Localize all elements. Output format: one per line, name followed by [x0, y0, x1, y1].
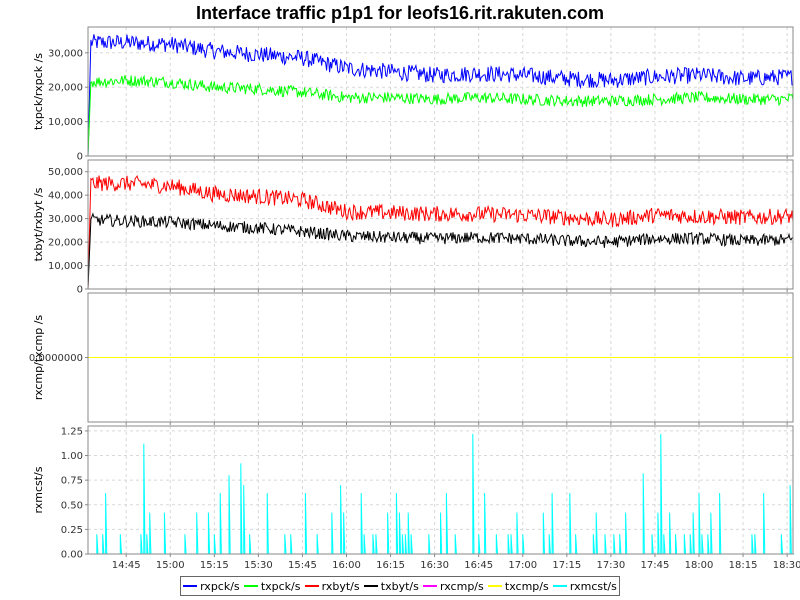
series-line-txbyt-s — [87, 212, 794, 290]
legend-swatch — [423, 585, 438, 587]
y-tick-label: 0.0000000 — [29, 353, 83, 364]
plot-frame — [87, 26, 794, 157]
y-tick-label: 0 — [77, 152, 83, 163]
plot-frame — [87, 159, 794, 290]
legend-label: rxbyt/s — [321, 579, 360, 593]
y-tick-label: 20,000 — [48, 238, 83, 249]
y-axis-label: txpck/rxpck /s — [32, 53, 45, 130]
legend-swatch — [552, 585, 567, 587]
y-tick-label: 50,000 — [48, 167, 83, 178]
legend-swatch — [487, 585, 502, 587]
legend: rxpck/s txpck/s rxbyt/s txbyt/s rxcmp/s txcmp… — [180, 576, 620, 596]
x-tick-label: 16:00 — [332, 560, 361, 571]
y-tick-label: 1.25 — [61, 426, 83, 437]
x-tick-label: 16:15 — [376, 560, 405, 571]
y-tick-label: 10,000 — [48, 261, 83, 272]
legend-swatch — [363, 585, 378, 587]
legend-item: txbyt/s — [363, 579, 419, 593]
legend-item: rxmcst/s — [552, 579, 617, 593]
legend-label: rxpck/s — [200, 579, 240, 593]
series-line-rxpck-s — [87, 34, 794, 157]
legend-item: txpck/s — [243, 579, 301, 593]
y-tick-label: 0.50 — [61, 500, 83, 511]
plot-area — [88, 27, 793, 156]
x-tick-label: 17:00 — [508, 560, 537, 571]
x-tick-label: 15:30 — [244, 560, 273, 571]
series-line-rxbyt-s — [87, 175, 794, 290]
x-tick-label: 17:15 — [552, 560, 581, 571]
y-tick-label: 10,000 — [48, 117, 83, 128]
legend-swatch — [183, 585, 198, 587]
x-tick-label: 18:15 — [729, 560, 758, 571]
y-tick-label: 40,000 — [48, 191, 83, 202]
legend-label: rxmcst/s — [569, 579, 617, 593]
legend-label: rxcmp/s — [440, 579, 484, 593]
y-tick-label: 20,000 — [48, 83, 83, 94]
x-tick-label: 18:00 — [685, 560, 714, 571]
x-tick-label: 17:30 — [596, 560, 625, 571]
legend-item: rxbyt/s — [304, 579, 360, 593]
legend-swatch — [243, 585, 258, 587]
legend-item: txcmp/s — [487, 579, 549, 593]
x-tick-label: 18:30 — [773, 560, 800, 571]
legend-item: rxcmp/s — [423, 580, 484, 593]
legend-swatch — [304, 585, 319, 587]
y-axis-label: rxcmp/txcmp /s — [32, 315, 45, 401]
y-tick-label: 0 — [77, 285, 83, 296]
plot-frame — [87, 292, 794, 423]
y-axis-label: rxmcst/s — [32, 466, 45, 513]
x-tick-label: 16:30 — [420, 560, 449, 571]
x-tick-label: 15:45 — [288, 560, 317, 571]
y-axis-label: txbyt/rxbyt /s — [32, 187, 45, 261]
x-tick-label: 15:15 — [200, 560, 229, 571]
plot-frame — [87, 425, 794, 555]
y-tick-label: 30,000 — [48, 48, 83, 59]
y-tick-label: 0.75 — [61, 476, 83, 487]
panel-2: 0 10,000 20,000 30,000 40,000 50,000txbyt/rxb… — [32, 159, 794, 296]
legend-label: txpck/s — [260, 579, 301, 593]
y-tick-label: 1.00 — [61, 451, 83, 462]
x-tick-label: 15:00 — [156, 560, 185, 571]
x-tick-label: 14:45 — [112, 560, 141, 571]
y-tick-label: 0.25 — [61, 525, 83, 536]
y-tick-label: 30,000 — [48, 214, 83, 225]
legend-label: txbyt/s — [380, 579, 419, 593]
legend-label: txcmp/s — [504, 579, 549, 593]
x-tick-label: 17:45 — [641, 560, 670, 571]
series-line-txpck-s — [87, 74, 794, 157]
chart-title: Interface traffic p1p1 for leofs16.rit.r… — [195, 3, 605, 23]
legend-item: rxpck/s — [183, 580, 240, 593]
y-tick-label: 0.00 — [61, 550, 83, 561]
x-tick-label: 16:45 — [464, 560, 493, 571]
panel-4: 0.00 0.25 0.50 0.75 1.00 1.25 rxmcst/s — [32, 425, 795, 561]
